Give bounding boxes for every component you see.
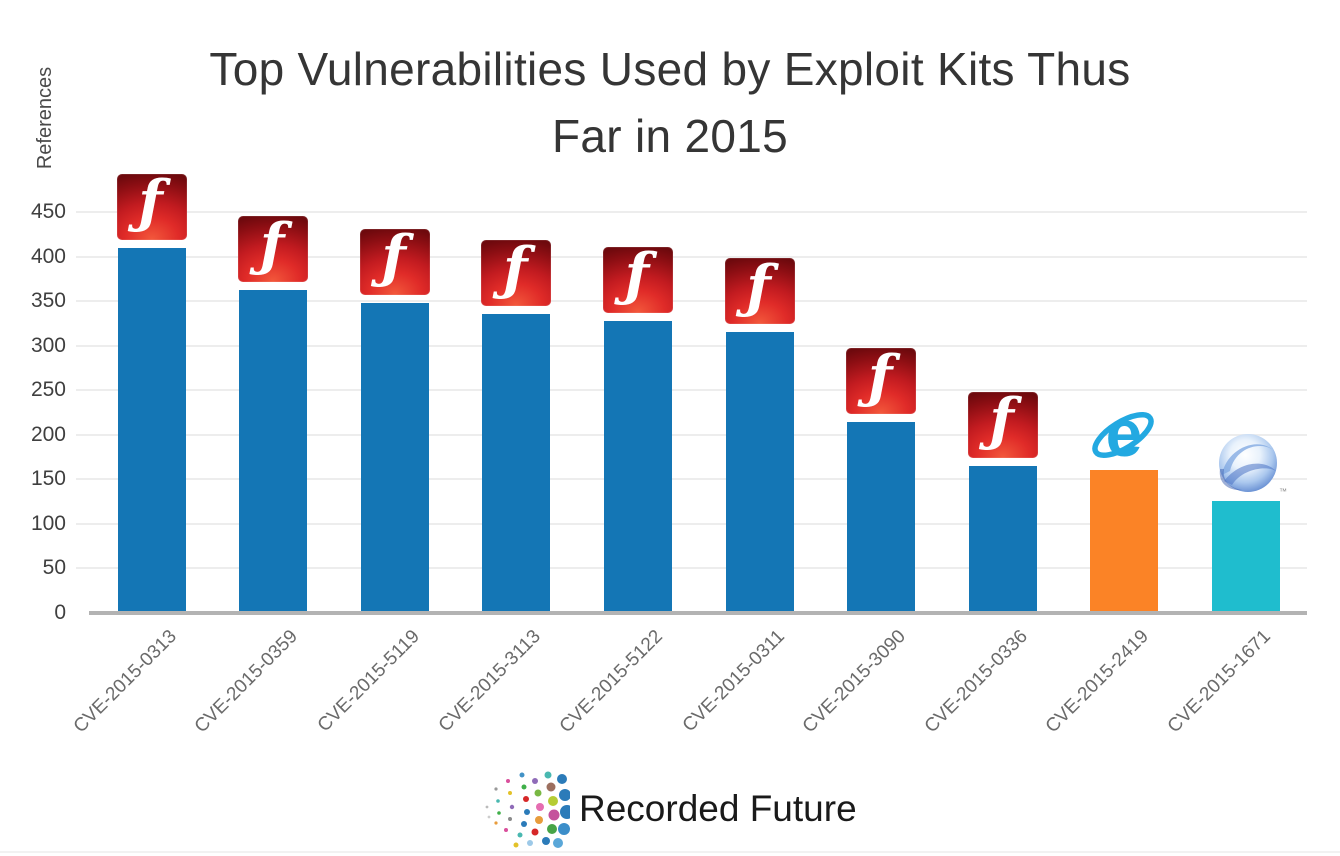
chart-title-line2: Far in 2015	[552, 110, 788, 162]
flash-f-glyph: ƒ	[624, 241, 650, 309]
internet-explorer-icon: e	[1091, 396, 1157, 473]
flash-f-glyph: ƒ	[989, 386, 1014, 454]
bar-CVE-2015-0313	[117, 247, 186, 611]
y-tick-label-350: 350	[30, 289, 66, 313]
y-axis-label: References	[34, 66, 56, 170]
flash-icon: ƒ	[359, 223, 430, 295]
flash-icon: ƒ	[602, 241, 673, 313]
svg-text:e: e	[1106, 397, 1143, 468]
bar-CVE-2015-3090	[847, 422, 916, 611]
brand-dots-icon	[485, 771, 570, 848]
flash-icon: ƒ	[481, 234, 552, 307]
gridline-250	[76, 389, 1307, 392]
y-tick-label-50: 50	[42, 556, 66, 580]
bar-CVE-2015-2419	[1090, 470, 1159, 611]
gridline-100	[76, 522, 1307, 525]
bar-CVE-2015-0311	[725, 332, 794, 611]
y-tick-label-150: 150	[30, 467, 66, 491]
flash-f-glyph: ƒ	[746, 252, 771, 320]
y-tick-label-300: 300	[30, 333, 66, 357]
y-tick-label-250: 250	[30, 378, 66, 402]
flash-icon: ƒ	[116, 168, 187, 240]
flash-f-glyph: ƒ	[503, 234, 528, 302]
gridline-400	[76, 255, 1307, 258]
y-tick-label-100: 100	[30, 511, 66, 535]
gridline-350	[76, 300, 1307, 303]
chart-title-line1: Top Vulnerabilities Used by Exploit Kits…	[209, 43, 1131, 95]
flash-f-glyph: ƒ	[138, 168, 163, 236]
bar-CVE-2015-0359	[239, 290, 308, 611]
flash-icon: ƒ	[724, 252, 795, 325]
bar-CVE-2015-1671	[1211, 500, 1280, 611]
y-tick-label-200: 200	[30, 422, 66, 446]
gridline-300	[76, 344, 1307, 347]
y-tick-label-400: 400	[30, 244, 66, 268]
gridline-50	[76, 567, 1307, 570]
svg-text:™: ™	[1279, 487, 1287, 496]
brand-logo: Recorded Future	[478, 763, 857, 855]
gridline-200	[76, 433, 1307, 436]
gridline-450	[76, 211, 1307, 213]
flash-f-glyph: ƒ	[867, 342, 893, 410]
y-tick-label-0: 0	[54, 601, 66, 624]
silverlight-icon: ™	[1212, 431, 1288, 502]
flash-icon: ƒ	[846, 342, 917, 415]
flash-icon: ƒ	[238, 210, 309, 283]
bar-CVE-2015-5119	[360, 302, 429, 611]
bar-CVE-2015-5122	[603, 320, 672, 611]
bar-CVE-2015-3113	[482, 314, 551, 611]
x-axis-line	[89, 611, 1307, 615]
page-bottom-divider	[0, 851, 1340, 853]
flash-f-glyph: ƒ	[259, 210, 285, 278]
chart-title: Top Vulnerabilities Used by Exploit Kits…	[0, 36, 1340, 170]
flash-f-glyph: ƒ	[381, 223, 406, 291]
gridline-150	[76, 478, 1307, 481]
bar-CVE-2015-0336	[968, 465, 1037, 611]
y-tick-label-450: 450	[30, 200, 66, 223]
brand-name: Recorded Future	[579, 788, 857, 829]
flash-icon: ƒ	[967, 386, 1038, 458]
